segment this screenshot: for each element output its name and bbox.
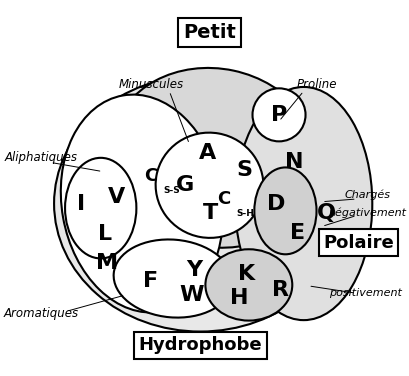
Ellipse shape [234,87,371,320]
Text: Proline: Proline [297,78,337,91]
Ellipse shape [110,68,319,248]
Text: K: K [237,264,254,284]
Text: positivement: positivement [329,288,401,298]
Text: Aliphatiques: Aliphatiques [5,151,78,164]
Text: T: T [202,203,218,223]
Text: A: A [199,143,216,163]
Ellipse shape [205,249,292,321]
Ellipse shape [65,158,136,258]
Text: L: L [98,224,112,244]
Text: N: N [285,152,303,173]
Ellipse shape [155,133,263,238]
Ellipse shape [54,76,346,332]
Text: Q: Q [316,203,335,223]
Ellipse shape [61,95,222,312]
Text: Minuscules: Minuscules [118,78,183,91]
Text: Aromatiques: Aromatiques [4,307,79,320]
Text: M: M [96,253,118,273]
Text: V: V [108,187,125,207]
Text: W: W [179,285,203,305]
Text: Polaire: Polaire [322,234,393,252]
Text: S-S: S-S [164,186,180,195]
Text: G: G [175,175,193,195]
Text: Hydrophobe: Hydrophobe [138,336,262,354]
Text: D: D [266,194,285,214]
Text: H: H [230,288,248,308]
Text: I: I [77,194,85,214]
Text: Chargés: Chargés [344,189,390,200]
Text: C: C [144,167,157,185]
Text: Petit: Petit [183,23,236,42]
Text: C: C [217,190,230,208]
Ellipse shape [113,240,231,318]
Text: P: P [270,105,286,125]
Text: S: S [236,160,252,180]
Text: R: R [272,280,289,300]
Text: F: F [143,271,158,291]
Text: Y: Y [185,260,202,280]
Text: négativement: négativement [328,208,406,218]
Ellipse shape [254,167,316,254]
Text: S-H: S-H [236,209,253,218]
Text: E: E [289,223,304,243]
Ellipse shape [252,88,305,141]
